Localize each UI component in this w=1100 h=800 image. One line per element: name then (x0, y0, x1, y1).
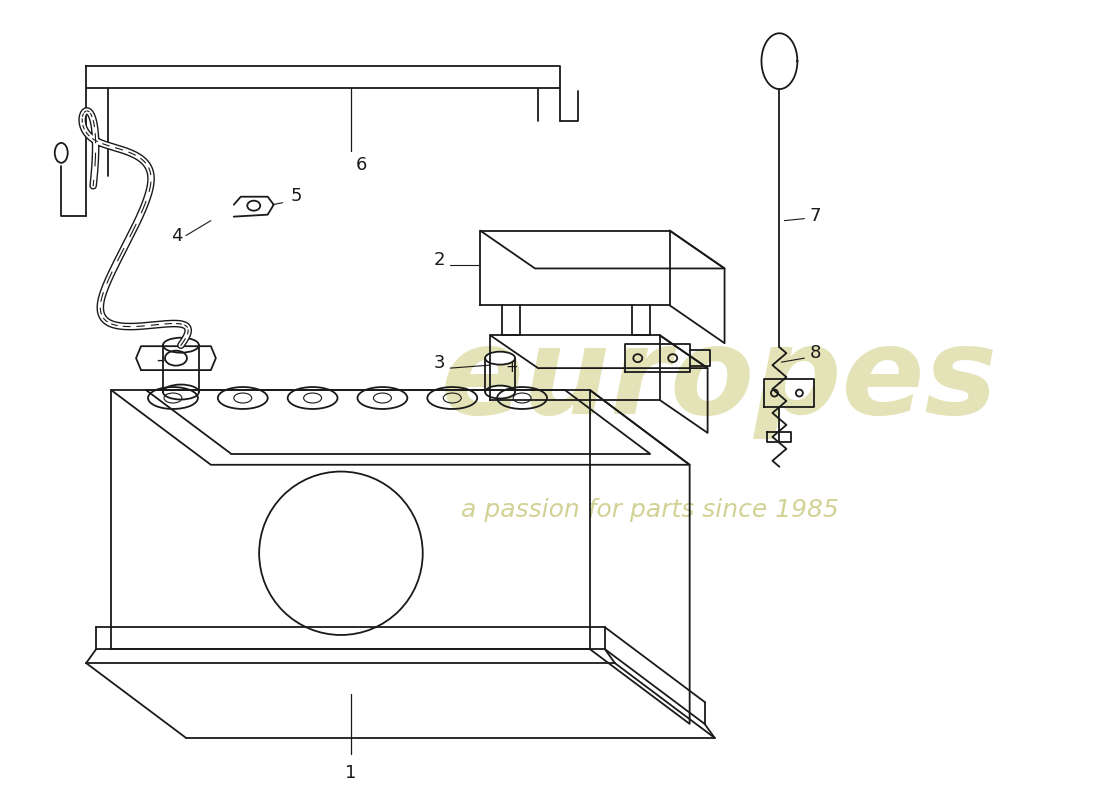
Ellipse shape (163, 338, 199, 353)
Text: 7: 7 (810, 206, 821, 225)
Text: 8: 8 (810, 344, 821, 362)
Text: 4: 4 (170, 226, 183, 245)
Text: 6: 6 (355, 156, 367, 174)
Text: a passion for parts since 1985: a passion for parts since 1985 (461, 498, 838, 522)
Text: 2: 2 (433, 251, 446, 270)
Text: 5: 5 (290, 186, 303, 205)
Text: –: – (156, 351, 164, 369)
Ellipse shape (485, 352, 515, 365)
Text: europes: europes (441, 322, 998, 438)
Text: 1: 1 (344, 764, 356, 782)
Text: 3: 3 (433, 354, 446, 372)
Text: +: + (505, 360, 518, 375)
